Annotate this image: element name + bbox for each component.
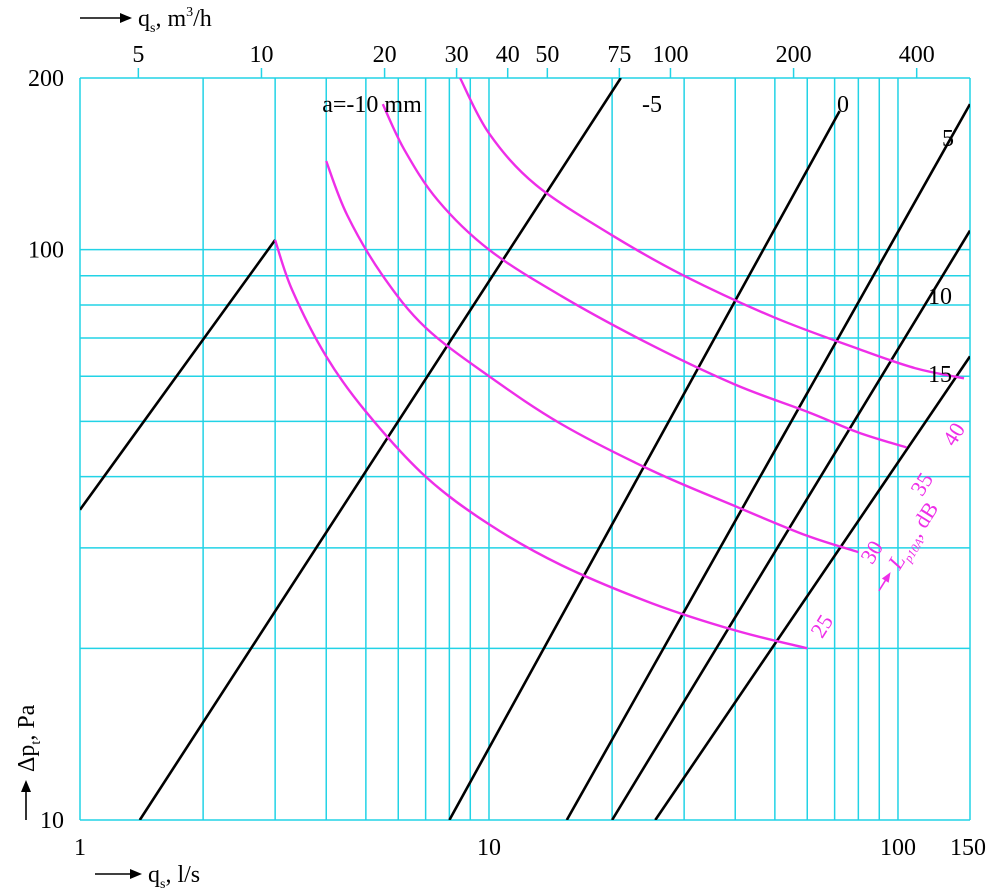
a-line-label: 10	[928, 284, 952, 310]
a-line-label: 15	[928, 362, 952, 388]
bottom-axis-label: qs, l/s	[148, 862, 200, 892]
y-tick-label: 10	[40, 808, 64, 834]
level-curve-label: 25	[805, 610, 838, 642]
top-axis-arrowhead	[120, 13, 132, 23]
top-tick-label: 400	[899, 42, 935, 68]
y-tick-label: 200	[28, 66, 64, 92]
top-tick-label: 200	[776, 42, 812, 68]
top-tick-label: 100	[652, 42, 688, 68]
bottom-axis-title: qs, l/s	[95, 862, 200, 892]
level-curves	[273, 77, 965, 650]
y-axis-arrowhead	[21, 780, 31, 792]
level-axis-arrowhead	[881, 572, 891, 583]
a-lines	[80, 78, 970, 820]
a-line-label: -5	[642, 92, 662, 118]
a-line-label: a=-10 mm	[322, 92, 422, 118]
level-curve	[325, 160, 859, 554]
level-curve-label: 40	[937, 418, 970, 450]
bottom-tick-label: 1	[74, 835, 86, 861]
bottom-tick-label: 10	[477, 835, 501, 861]
a-line-label: 0	[837, 92, 849, 118]
level-curve	[459, 77, 965, 380]
a-line	[610, 229, 970, 820]
bottom-tick-label: 150	[950, 835, 986, 861]
level-curve-label: 30	[855, 536, 888, 568]
level-axis-label: Lp10A, dB	[882, 497, 946, 576]
top-tick-label: 75	[607, 42, 631, 68]
top-tick-label: 20	[373, 42, 397, 68]
level-curve	[273, 239, 808, 650]
y-axis-title: Δpt, Pa	[14, 704, 44, 820]
top-tick-label: 50	[535, 42, 559, 68]
level-axis-arrow	[878, 578, 888, 592]
a-line	[80, 239, 277, 511]
top-tick-label: 40	[496, 42, 520, 68]
a-line	[448, 110, 841, 820]
a-line	[654, 355, 970, 820]
bottom-axis-arrowhead	[130, 869, 142, 879]
bottom-tick-label: 100	[880, 835, 916, 861]
a-line	[565, 103, 970, 820]
level-curve-label: 35	[905, 468, 938, 500]
top-tick-label: 10	[249, 42, 273, 68]
a-line-label: 5	[942, 126, 954, 152]
y-axis-label: Δpt, Pa	[14, 704, 44, 772]
top-tick-label: 5	[132, 42, 144, 68]
level-curve	[381, 103, 907, 449]
y-tick-label: 100	[28, 238, 64, 264]
top-tick-label: 30	[445, 42, 469, 68]
top-axis-label: qs, m3/h	[138, 5, 212, 36]
a-line	[138, 78, 622, 820]
top-axis-title: qs, m3/h	[80, 5, 212, 36]
